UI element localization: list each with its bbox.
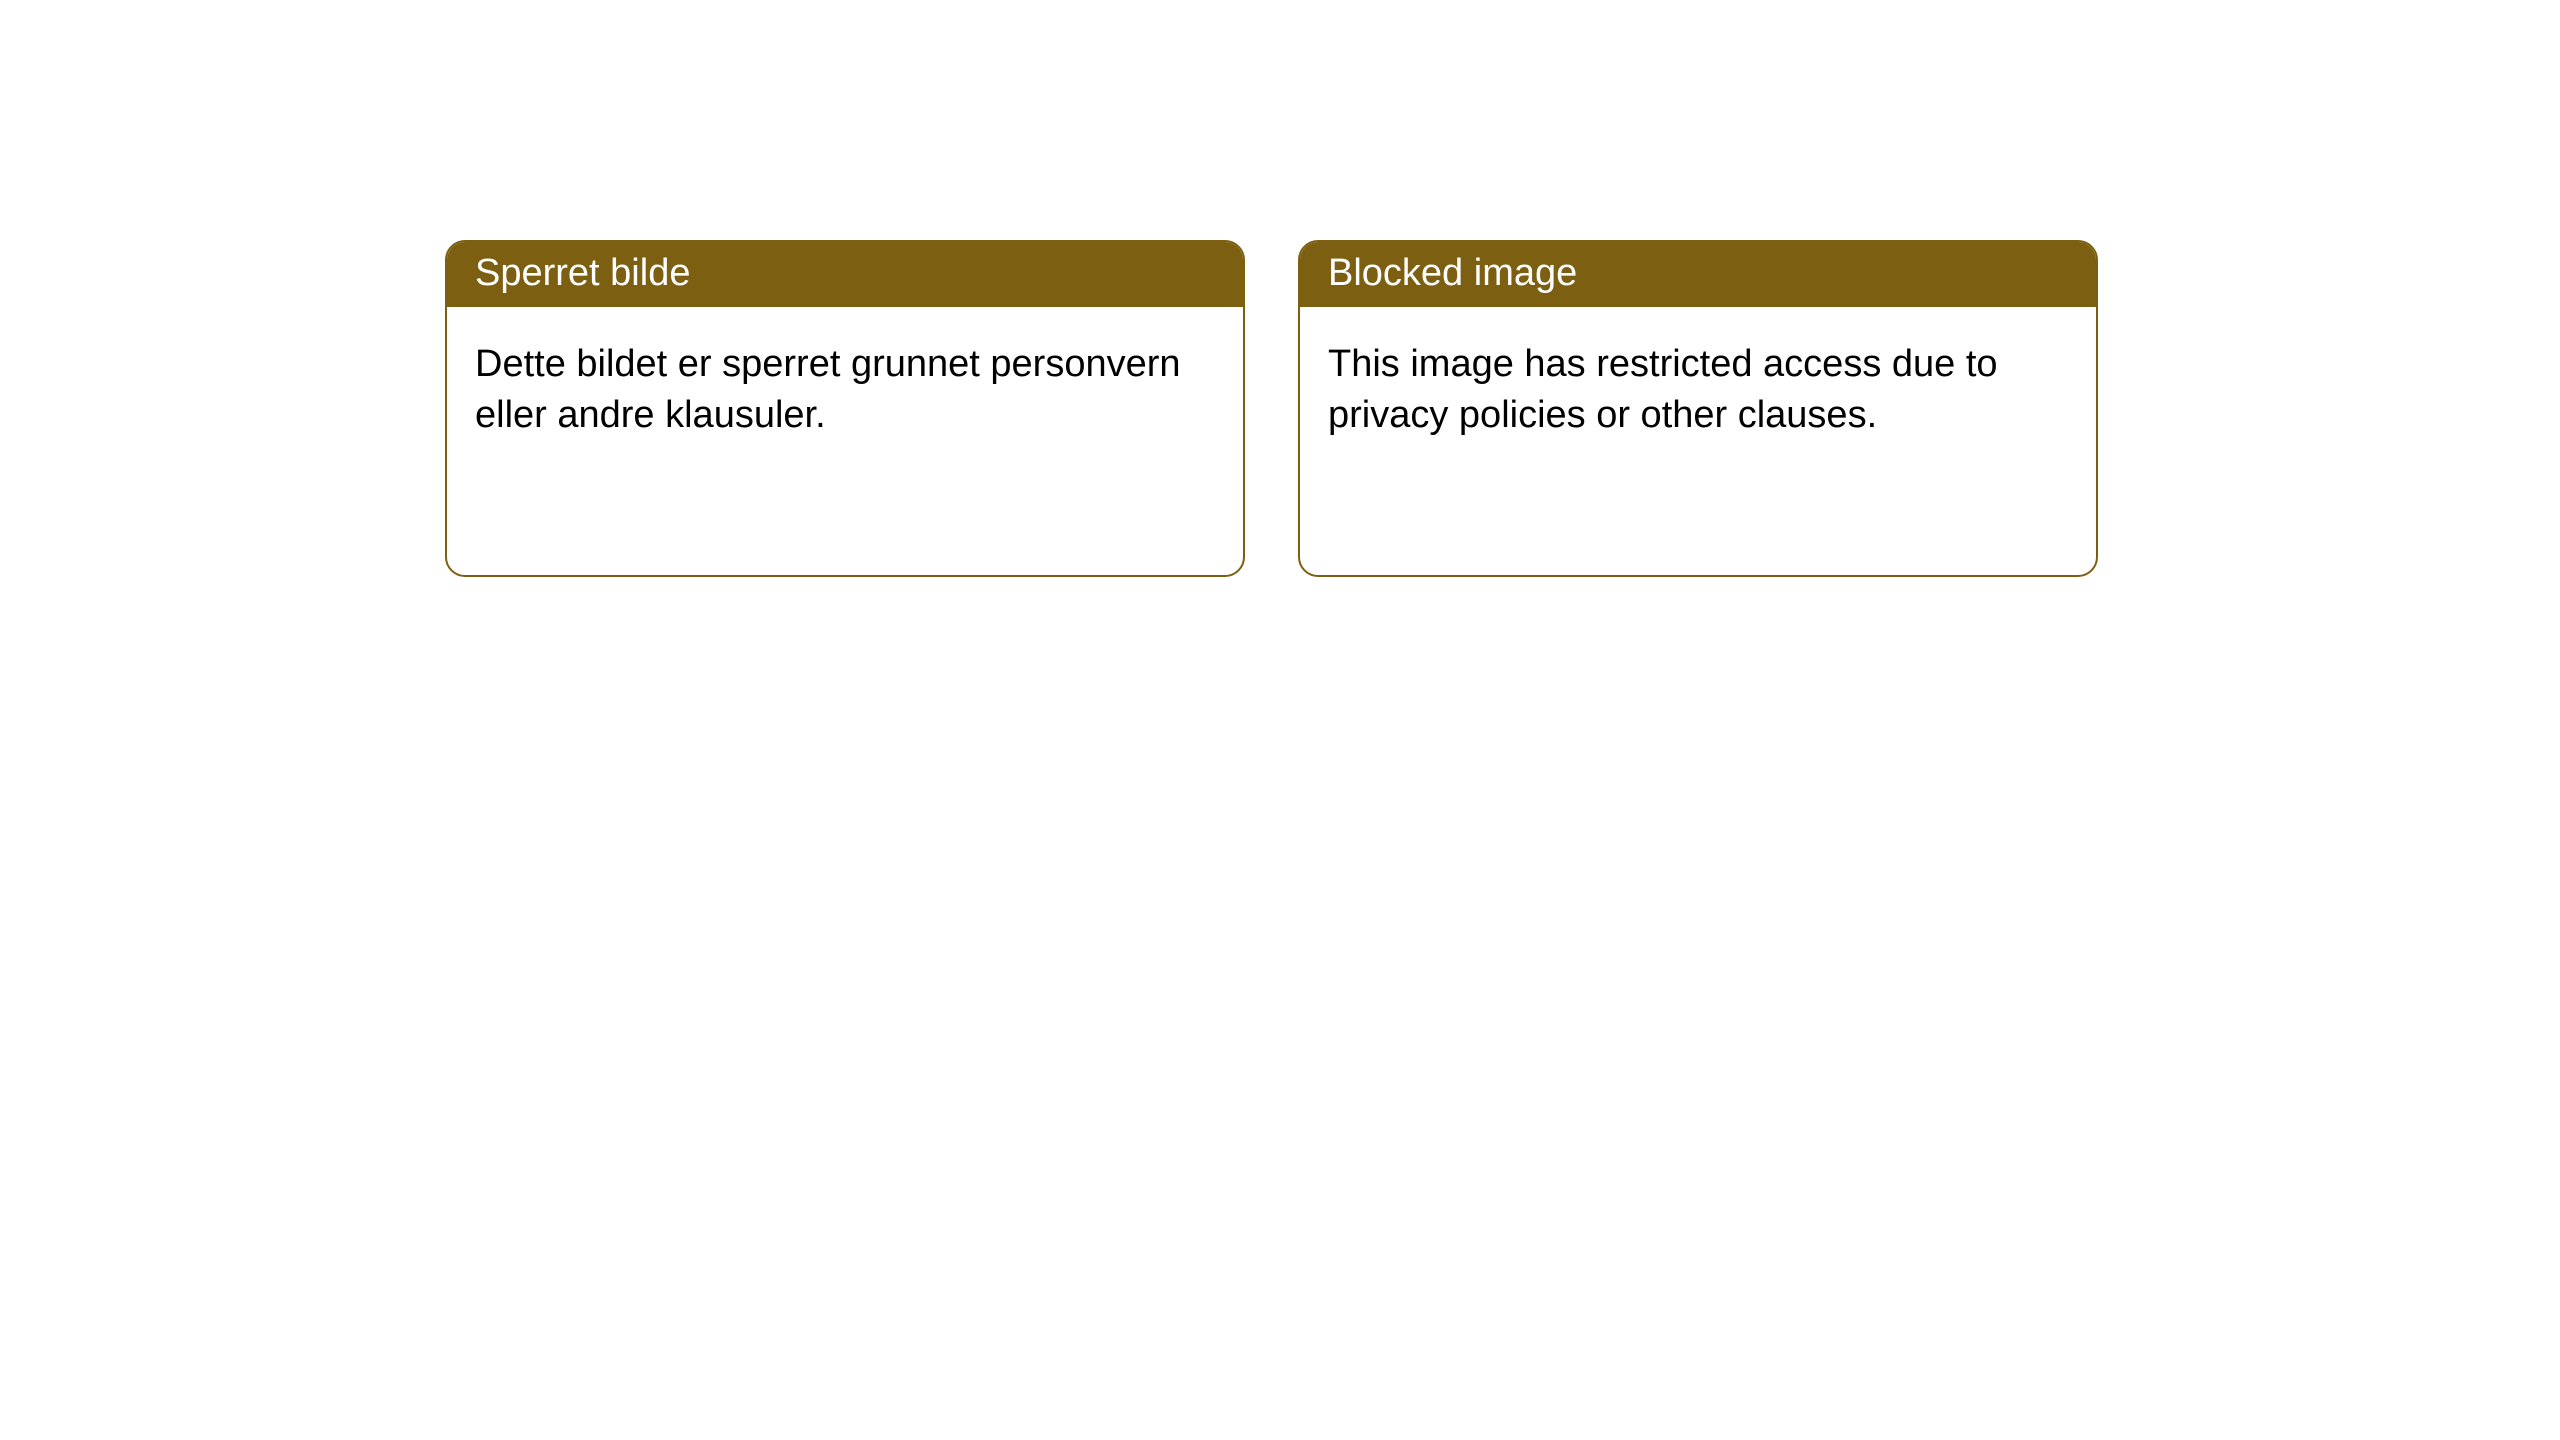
notice-header: Blocked image xyxy=(1300,242,2096,307)
notice-box-norwegian: Sperret bilde Dette bildet er sperret gr… xyxy=(445,240,1245,577)
notice-body: This image has restricted access due to … xyxy=(1300,307,2096,474)
notice-box-english: Blocked image This image has restricted … xyxy=(1298,240,2098,577)
notice-header: Sperret bilde xyxy=(447,242,1243,307)
notice-body: Dette bildet er sperret grunnet personve… xyxy=(447,307,1243,474)
notice-container: Sperret bilde Dette bildet er sperret gr… xyxy=(0,0,2560,577)
